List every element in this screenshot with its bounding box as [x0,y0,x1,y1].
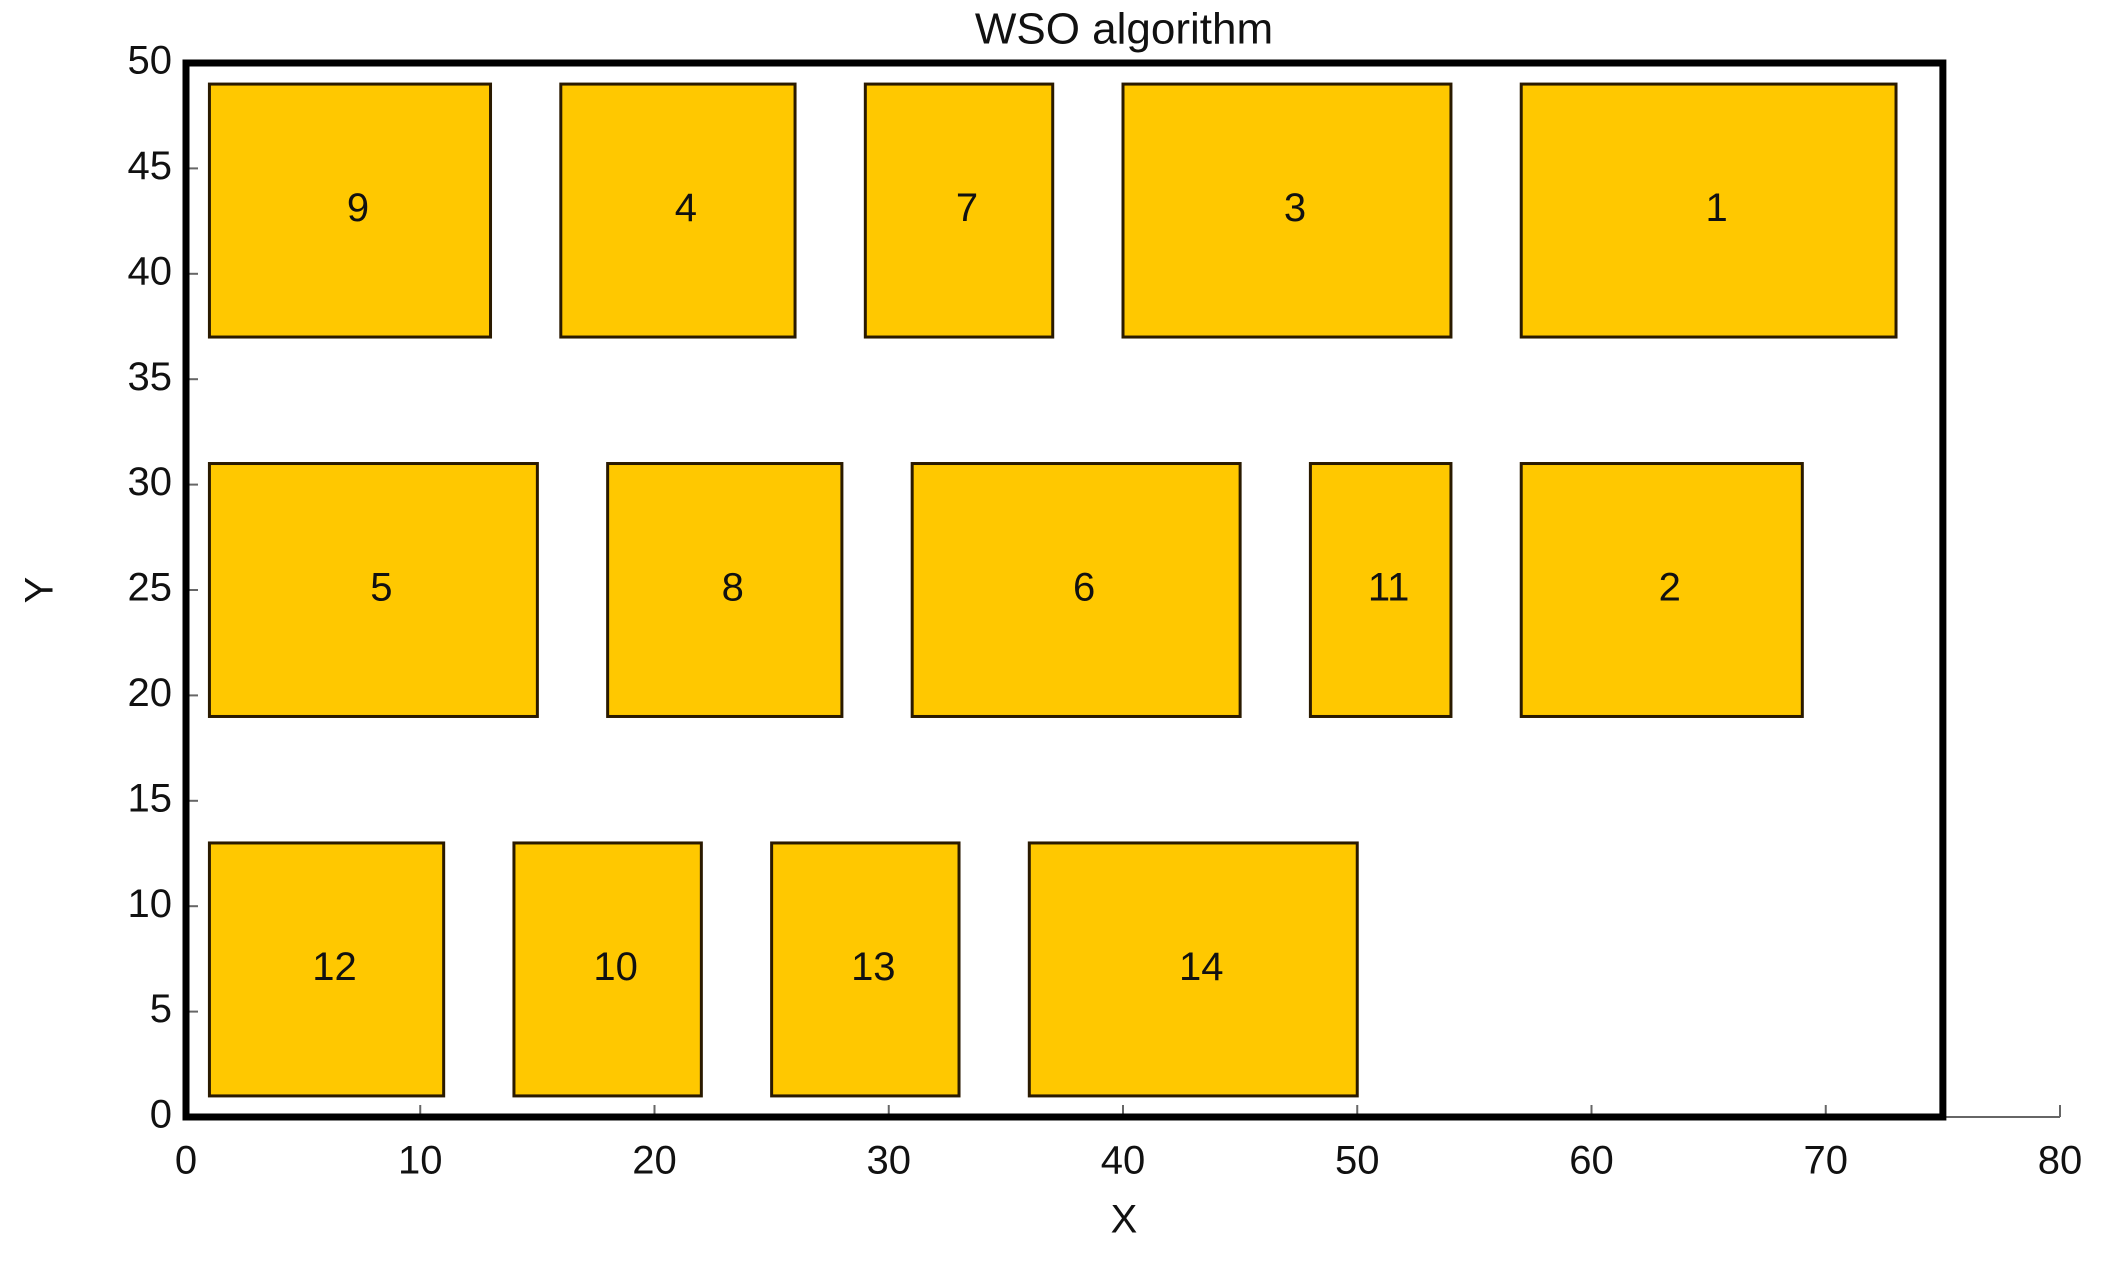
facility [1519,462,1804,718]
facility [770,841,961,1098]
y-tick-label: 15 [128,776,173,820]
x-tick-label: 10 [398,1139,443,1183]
y-tick-label: 50 [128,39,173,83]
y-tick-label: 25 [128,566,173,610]
y-tick-label: 5 [150,987,172,1031]
y-tick-label: 45 [128,144,173,188]
facility [1121,82,1453,339]
x-tick-label: 60 [1569,1139,1614,1183]
facility-label: 10 [593,945,638,989]
facility [606,462,844,718]
facility [207,82,493,339]
y-tick-label: 40 [128,249,173,293]
facility-label: 12 [312,945,357,989]
y-tick-label: 10 [128,882,173,926]
y-tick-label: 35 [128,355,173,399]
y-tick-label: 20 [128,671,173,715]
x-tick-label: 80 [2038,1139,2083,1183]
facility-label: 9 [347,186,369,230]
y-tick-label: 0 [150,1093,172,1137]
x-axis-label: X [1111,1198,1138,1242]
facility-label: 4 [675,186,697,230]
facility [863,82,1055,339]
x-tick-label: 0 [175,1139,197,1183]
facility-label: 14 [1179,945,1224,989]
facility [1027,841,1359,1098]
facility [910,462,1242,718]
x-tick-label: 50 [1335,1139,1380,1183]
facility [207,841,446,1098]
facility-label: 1 [1706,186,1728,230]
facility-label: 13 [851,945,896,989]
facility-label: 3 [1284,186,1306,230]
x-tick-label: 30 [867,1139,912,1183]
y-axis-label: Y [18,577,62,604]
x-tick-label: 20 [632,1139,677,1183]
facility-label: 2 [1659,566,1681,610]
boundary [182,59,1947,1121]
facility [207,462,539,718]
facility [512,841,703,1098]
facility-label: 6 [1073,566,1095,610]
facility-label: 8 [722,566,744,610]
facility-label: 7 [956,186,978,230]
facility [559,82,797,339]
facility-label: 5 [370,566,392,610]
x-tick-label: 40 [1101,1139,1146,1183]
chart-title: WSO algorithm [975,5,1273,54]
facility [1308,462,1453,718]
x-tick-label: 70 [1804,1139,1849,1183]
y-tick-label: 30 [128,460,173,504]
facility [1519,82,1898,339]
facility-label: 11 [1368,566,1410,610]
